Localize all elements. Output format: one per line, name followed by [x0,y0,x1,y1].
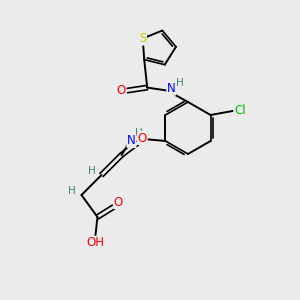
Text: N: N [167,82,176,95]
Text: O: O [138,131,147,145]
Text: OH: OH [86,236,104,250]
Text: H: H [68,186,75,196]
Text: Cl: Cl [235,104,246,118]
Text: O: O [114,196,123,208]
Text: S: S [139,32,146,45]
Text: N: N [127,134,136,148]
Text: O: O [117,84,126,97]
Text: H: H [88,166,95,176]
Text: H: H [135,128,142,138]
Text: H: H [176,78,184,88]
